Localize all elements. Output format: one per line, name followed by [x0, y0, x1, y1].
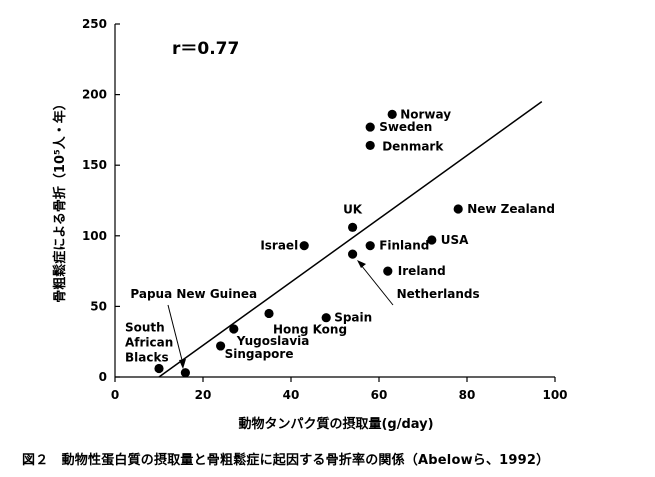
point-label-uk: UK [343, 202, 363, 216]
y-tick-label: 150 [82, 158, 107, 172]
data-point-netherlands [348, 249, 358, 259]
point-label-ireland: Ireland [398, 264, 446, 278]
trendline [158, 101, 543, 378]
x-tick-label: 80 [459, 388, 476, 402]
x-tick-label: 40 [283, 388, 300, 402]
data-point-denmark [365, 140, 375, 151]
scatter-chart: 骨粗鬆症による骨折（10⁵人・年） 0 50 100 150 200 250 0 20 40 6… [52, 17, 568, 432]
point-label-south-african-blacks: South African Blacks [125, 321, 173, 365]
point-label-norway: Norway [400, 107, 451, 121]
data-point-uk [348, 222, 358, 232]
data-point-sweden [365, 122, 375, 132]
data-point-yugoslavia [229, 324, 239, 334]
x-tick-label: 100 [542, 388, 567, 402]
y-axis-title: 骨粗鬆症による骨折（10⁵人・年） [52, 97, 68, 302]
point-label-yugoslavia: Yugoslavia [236, 334, 310, 348]
point-label-new-zealand: New Zealand [467, 202, 555, 216]
y-tick-label: 200 [82, 88, 107, 102]
x-tick-label: 0 [111, 388, 119, 402]
y-tick-label: 0 [99, 370, 107, 384]
data-point-hong-kong [264, 308, 274, 319]
data-points [154, 109, 463, 378]
point-label-sweden: Sweden [379, 120, 432, 134]
point-label-denmark: Denmark [382, 139, 444, 153]
x-axis-title: 動物タンパク質の摂取量(g/day) [238, 416, 433, 432]
point-label-singapore: Singapore [225, 347, 294, 361]
point-label-finland: Finland [379, 239, 429, 253]
y-tick-label: 50 [90, 299, 107, 313]
data-point-israel [299, 241, 309, 251]
data-point-new-zealand [453, 204, 463, 214]
data-point-norway [387, 109, 397, 119]
data-point-papua-new-guinea [180, 368, 190, 378]
data-point-finland [365, 241, 375, 251]
point-label-papua-new-guinea: Papua New Guinea [130, 287, 257, 301]
point-label-spain: Spain [334, 311, 372, 325]
data-point-usa [427, 235, 437, 245]
point-label-israel: Israel [260, 239, 298, 253]
y-axis-title-text: 骨粗鬆症による骨折（10⁵人・年） [52, 97, 68, 302]
y-tick-label: 100 [82, 229, 107, 243]
y-tick-label: 250 [82, 17, 107, 31]
point-label-hong-kong: Hong Kong [273, 322, 347, 336]
data-point-ireland [383, 266, 393, 276]
y-ticks: 0 50 100 150 200 250 [82, 17, 120, 384]
point-label-netherlands: Netherlands [397, 287, 480, 301]
data-point-spain [321, 313, 331, 323]
data-point-south-african-blacks [154, 363, 164, 374]
x-tick-label: 60 [371, 388, 388, 402]
correlation-label: r＝0.77 [172, 39, 239, 59]
point-label-usa: USA [441, 233, 469, 247]
figure-caption: 図２ 動物性蛋白質の摂取量と骨粗鬆症に起因する骨折率の関係（Abelowら、19… [22, 453, 550, 468]
label-arrows [167, 260, 394, 369]
x-ticks: 0 20 40 60 80 100 [111, 377, 568, 402]
data-point-singapore [216, 341, 226, 351]
x-tick-label: 20 [195, 388, 212, 402]
axes [114, 24, 555, 378]
